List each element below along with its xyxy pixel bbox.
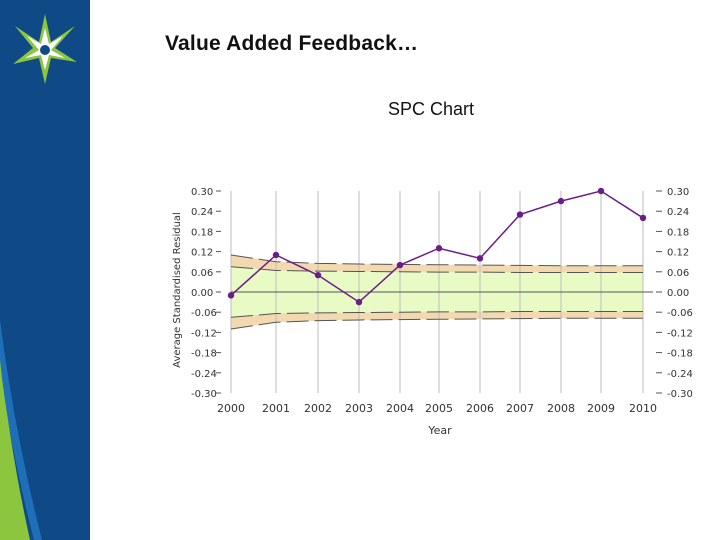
y-tick-label-right: -0.24 xyxy=(667,369,693,380)
y-tick-label-left: 0.12 xyxy=(191,248,213,259)
y-tick-label-left: 0.00 xyxy=(191,288,213,299)
data-point xyxy=(597,187,605,195)
y-tick-label-right: 0.24 xyxy=(667,207,689,218)
x-tick-label: 2004 xyxy=(386,402,414,415)
y-tick-label-left: -0.30 xyxy=(191,389,217,400)
x-tick-label: 2003 xyxy=(345,402,373,415)
y-tick-label-right: -0.06 xyxy=(667,308,693,319)
y-tick-label-right: 0.06 xyxy=(667,268,689,279)
x-tick-label: 2006 xyxy=(466,402,494,415)
upper-outer-limit-line xyxy=(230,254,643,267)
lower-inner-limit-line xyxy=(230,311,643,318)
x-tick-label: 2007 xyxy=(506,402,534,415)
upper-inner-limit-line xyxy=(230,266,643,273)
data-point xyxy=(435,245,443,252)
lower-outer-limit-line xyxy=(230,317,643,330)
y-tick-label-left: -0.18 xyxy=(191,349,217,360)
sidebar-art xyxy=(0,14,77,540)
sidebar-green-swoosh xyxy=(0,350,30,540)
y-tick-label-right: 0.00 xyxy=(667,288,689,299)
y-tick-label-left: -0.12 xyxy=(191,328,217,339)
sidebar xyxy=(0,0,90,540)
y-tick-label-left: -0.24 xyxy=(191,369,217,380)
x-tick-label: 2001 xyxy=(262,402,290,415)
data-point xyxy=(516,211,524,218)
y-tick-label-left: 0.24 xyxy=(191,207,213,218)
y-axis-label: Average Standardised Residual xyxy=(172,212,183,368)
y-tick-label-right: 0.18 xyxy=(667,227,689,238)
y-tick-label-left: 0.06 xyxy=(191,268,213,279)
data-point xyxy=(476,255,484,262)
data-point xyxy=(557,197,565,205)
x-tick-label: 2005 xyxy=(425,402,453,415)
star-logo-icon xyxy=(13,14,77,84)
y-tick-label-left: 0.30 xyxy=(191,187,213,198)
data-point xyxy=(355,298,363,306)
x-tick-label: 2008 xyxy=(547,402,575,415)
y-tick-label-left: -0.06 xyxy=(191,308,217,319)
y-tick-label-right: 0.12 xyxy=(667,248,689,259)
x-tick-label: 2002 xyxy=(304,402,332,415)
chart-title: SPC Chart xyxy=(388,99,475,119)
x-tick-label: 2009 xyxy=(587,402,615,415)
y-tick-label-right: -0.12 xyxy=(667,328,693,339)
y-tick-label-right: -0.30 xyxy=(667,389,693,400)
data-point xyxy=(272,251,280,259)
data-point xyxy=(314,271,322,279)
data-point xyxy=(227,292,235,299)
x-tick-label: 2000 xyxy=(217,402,245,415)
slide-title: Value Added Feedback… xyxy=(165,32,419,55)
y-tick-label-right: 0.30 xyxy=(667,187,689,198)
data-point xyxy=(639,214,647,222)
data-point xyxy=(396,261,404,269)
y-tick-label-left: 0.18 xyxy=(191,227,213,238)
x-tick-label: 2010 xyxy=(629,402,657,415)
x-axis-label: Year xyxy=(427,424,452,437)
y-tick-label-right: -0.18 xyxy=(667,349,693,360)
